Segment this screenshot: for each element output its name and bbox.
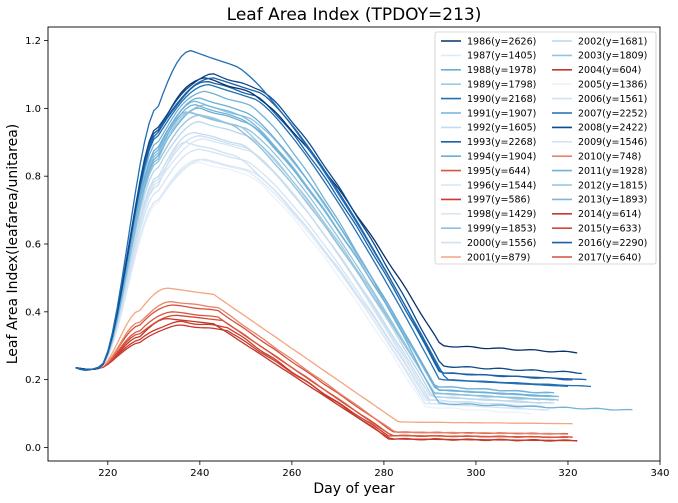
y-tick-label: 1.2 xyxy=(25,36,41,47)
legend-label: 1987(y=1405) xyxy=(467,51,536,62)
legend-label: 1993(y=2268) xyxy=(467,137,536,148)
chart-title: Leaf Area Index (TPDOY=213) xyxy=(227,5,482,25)
series-line xyxy=(75,161,532,415)
legend-label: 2013(y=1893) xyxy=(578,195,647,206)
plot-lines xyxy=(75,49,633,442)
y-tick-label: 0.0 xyxy=(25,443,41,454)
series-line xyxy=(75,97,550,397)
y-tick-label: 1.0 xyxy=(25,104,41,115)
legend-label: 1989(y=1798) xyxy=(467,80,536,91)
series-line xyxy=(75,317,578,442)
x-tick-label: 320 xyxy=(558,468,577,479)
series-line xyxy=(75,49,592,388)
legend-label: 1996(y=1544) xyxy=(467,180,536,191)
x-tick-label: 340 xyxy=(650,468,669,479)
x-tick-label: 280 xyxy=(374,468,393,479)
legend-label: 1988(y=1978) xyxy=(467,65,536,76)
legend-label: 2010(y=748) xyxy=(578,152,641,163)
legend-label: 1994(y=1904) xyxy=(467,152,536,163)
x-tick-label: 300 xyxy=(466,468,485,479)
x-axis: 220 240 260 280 300 320 340 xyxy=(98,461,670,479)
series-line xyxy=(75,311,569,439)
legend-label: 1986(y=2626) xyxy=(467,36,536,47)
legend-label: 1999(y=1853) xyxy=(467,224,536,235)
legend-label: 1991(y=1907) xyxy=(467,108,536,119)
series-line xyxy=(75,90,633,411)
series-line xyxy=(75,83,569,388)
y-tick-label: 0.8 xyxy=(25,172,41,183)
x-tick-label: 240 xyxy=(190,468,209,479)
y-tick-label: 0.6 xyxy=(25,240,41,251)
legend-label: 2011(y=1928) xyxy=(578,166,647,177)
legend-label: 2015(y=633) xyxy=(578,224,641,235)
y-axis: 0.0 0.2 0.4 0.6 0.8 1.0 1.2 xyxy=(25,36,48,454)
legend-label: 2016(y=2290) xyxy=(578,238,647,249)
y-axis-label: Leaf Area Index(leafarea/unitarea) xyxy=(5,124,21,365)
legend-box xyxy=(434,31,657,265)
legend-label: 1992(y=1605) xyxy=(467,123,536,134)
legend-label: 2009(y=1546) xyxy=(578,137,647,148)
legend-label: 1997(y=586) xyxy=(467,195,530,206)
legend-label: 1998(y=1429) xyxy=(467,209,536,220)
legend-label: 2006(y=1561) xyxy=(578,94,647,105)
x-axis-label: Day of year xyxy=(313,481,395,497)
legend-label: 2003(y=1809) xyxy=(578,51,647,62)
series-line xyxy=(75,287,573,425)
x-tick-label: 220 xyxy=(98,468,117,479)
legend-label: 2001(y=879) xyxy=(467,252,530,263)
series-line xyxy=(75,73,582,375)
series-line xyxy=(75,111,559,401)
legend-label: 2014(y=614) xyxy=(578,209,641,220)
series-line xyxy=(75,120,555,404)
legend-label: 2007(y=2252) xyxy=(578,108,647,119)
legend-label: 1995(y=644) xyxy=(467,166,530,177)
x-tick-label: 260 xyxy=(282,468,301,479)
legend-label: 1990(y=2168) xyxy=(467,94,536,105)
legend-label: 2004(y=604) xyxy=(578,65,641,76)
legend-label: 2000(y=1556) xyxy=(467,238,536,249)
legend-label: 2008(y=2422) xyxy=(578,123,647,134)
legend-label: 2012(y=1815) xyxy=(578,180,647,191)
legend-label: 2005(y=1386) xyxy=(578,80,647,91)
legend-label: 2017(y=640) xyxy=(578,252,641,263)
series-line xyxy=(75,301,568,435)
series-line xyxy=(75,77,587,381)
y-tick-label: 0.4 xyxy=(25,307,41,318)
legend-label: 2002(y=1681) xyxy=(578,36,647,47)
legend: 1986(y=2626) 1987(y=1405) 1988(y=1978) 1989… xyxy=(434,31,657,265)
y-tick-label: 0.2 xyxy=(25,375,41,386)
